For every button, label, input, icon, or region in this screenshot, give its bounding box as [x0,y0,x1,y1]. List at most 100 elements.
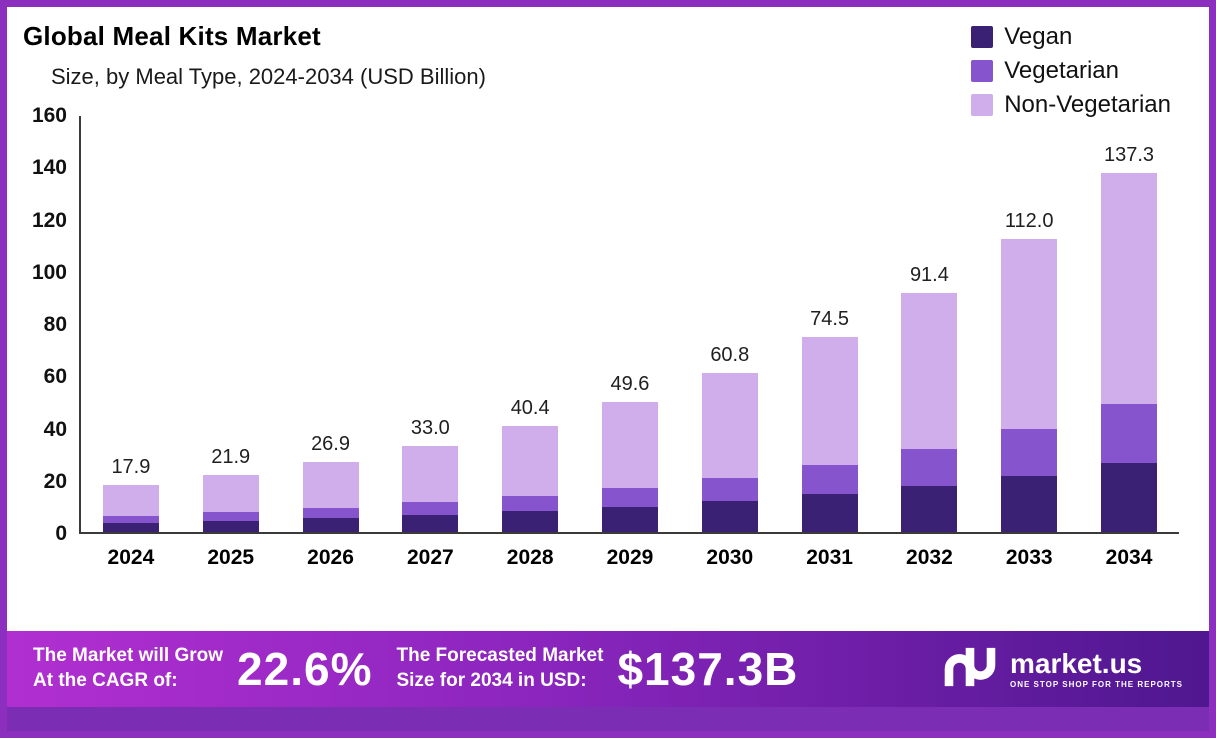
footer-banner: The Market will Grow At the CAGR of: 22.… [7,631,1209,707]
bar-group-2030: 60.8 [680,116,780,532]
bar-segment-non-vegetarian [502,426,559,496]
y-tick-label: 0 [55,522,67,545]
cagr-label-line2: At the CAGR of: [33,670,178,691]
bar-segment-vegan [1101,462,1158,532]
bar-total-label: 21.9 [211,445,251,468]
chart-title: Global Meal Kits Market [23,21,321,51]
legend-swatch-icon [971,60,994,82]
bar-group-2031: 74.5 [780,116,880,532]
bar-segment-vegetarian [302,507,359,519]
chart-subtitle: Size, by Meal Type, 2024-2034 (USD Billi… [51,64,486,89]
x-tick-label: 2034 [1105,546,1153,569]
x-tick-label: 2030 [706,546,754,569]
bar-total-label: 74.5 [810,308,850,331]
chart-plot-wrapper: 0 20 40 60 80 100 120 140 160 17.9 21.9 26.9 33.0 40… [7,105,1209,570]
bar-segment-non-vegetarian [1001,239,1058,430]
stacked-bar [1001,239,1058,532]
bar-total-label: 40.4 [510,397,550,420]
y-axis: 0 20 40 60 80 100 120 140 160 [15,105,79,544]
stacked-bar [402,445,459,532]
stacked-bar [701,373,758,532]
bar-total-label: 17.9 [111,456,151,479]
chart-header: Global Meal Kits Market Size, by Meal Ty… [7,7,1209,90]
stacked-bar [202,474,259,532]
x-tick-label: 2029 [606,546,654,569]
chart-section: Global Meal Kits Market Size, by Meal Ty… [7,7,1209,631]
bar-group-2033: 112.0 [979,116,1079,532]
bar-group-2029: 49.6 [580,116,680,532]
brand-block: market.us ONE STOP SHOP FOR THE REPORTS [942,646,1183,693]
x-tick-label: 2026 [307,546,354,569]
legend-label: Non-Vegetarian [1004,91,1171,118]
bar-segment-non-vegetarian [402,445,459,503]
x-axis: 2024 2025 2026 2027 2028 2029 2030 2031 2032 2033… [79,546,1179,570]
bar-segment-vegetarian [1001,429,1058,477]
stacked-bar [601,402,658,532]
bar-segment-vegetarian [402,502,459,516]
bar-segment-vegetarian [801,465,858,495]
bar-segment-vegan [801,494,858,532]
bar-total-label: 26.9 [311,432,350,455]
forecast-label-line1: The Forecasted Market [396,645,604,667]
bar-segment-non-vegetarian [202,474,259,512]
bar-segment-vegetarian [202,511,259,521]
bar-segment-non-vegetarian [601,402,658,488]
bar-segment-non-vegetarian [701,373,758,478]
y-tick-label: 120 [31,208,67,232]
y-tick-label: 60 [43,365,67,389]
bar-group-2032: 91.4 [880,116,980,532]
bar-segment-non-vegetarian [102,485,159,516]
legend-label: Vegetarian [1004,57,1119,84]
bar-group-2027: 33.0 [380,116,480,532]
bar-segment-vegan [302,518,359,532]
bar-segment-non-vegetarian [1101,173,1158,404]
bar-group-2034: 137.3 [1079,116,1179,532]
plot-column: 17.9 21.9 26.9 33.0 40.4 49.6 60.8 74.5 91.4 112.… [79,116,1179,570]
legend-swatch-icon [971,94,994,116]
x-tick-label: 2033 [1005,546,1053,569]
bar-group-2026: 26.9 [281,116,381,532]
forecast-label: The Forecasted Market Size for 2034 in U… [396,644,603,693]
bar-total-label: 49.6 [610,373,650,396]
y-tick-label: 80 [43,313,67,336]
legend-label: Vegan [1004,23,1073,50]
bar-segment-vegetarian [502,495,559,512]
legend: Vegan Vegetarian Non-Vegetarian [971,23,1171,125]
bar-segment-vegan [502,511,559,532]
bar-group-2024: 17.9 [81,116,181,532]
cagr-label-line1: The Market will Grow [33,645,224,667]
bar-segment-non-vegetarian [901,293,958,450]
x-tick-label: 2032 [906,546,953,569]
bar-group-2028: 40.4 [480,116,580,532]
bar-segment-vegan [202,520,259,532]
y-tick-label: 160 [31,104,67,127]
plot-area: 17.9 21.9 26.9 33.0 40.4 49.6 60.8 74.5 91.4 112.… [79,116,1179,534]
bar-total-label: 60.8 [710,344,750,367]
forecast-label-line2: Size for 2034 in USD: [396,670,587,691]
stacked-bar [801,337,858,532]
bar-segment-vegetarian [901,449,958,487]
legend-item-vegan: Vegan [971,23,1171,51]
bar-segment-vegan [102,522,159,532]
y-tick-label: 100 [31,260,67,284]
cagr-label: The Market will Grow At the CAGR of: [33,644,223,693]
stacked-bar [1101,173,1158,532]
x-tick-label: 2025 [207,546,255,569]
bar-group-2025: 21.9 [181,116,281,532]
bar-total-label: 91.4 [909,264,949,287]
legend-item-non-vegetarian: Non-Vegetarian [971,91,1171,119]
bar-segment-vegan [701,501,758,532]
x-tick-label: 2031 [806,546,853,569]
bar-segment-vegetarian [601,487,658,507]
x-tick-label: 2024 [107,546,155,569]
brand-name: market.us [1009,647,1143,679]
bar-total-label: 137.3 [1104,144,1155,167]
bar-total-label: 33.0 [410,416,450,439]
stacked-bar [102,485,159,532]
bar-segment-vegetarian [1101,404,1158,463]
stacked-bar [901,293,958,532]
bar-segment-vegan [901,486,958,532]
bar-segment-non-vegetarian [302,461,359,508]
stacked-bar [302,461,359,532]
